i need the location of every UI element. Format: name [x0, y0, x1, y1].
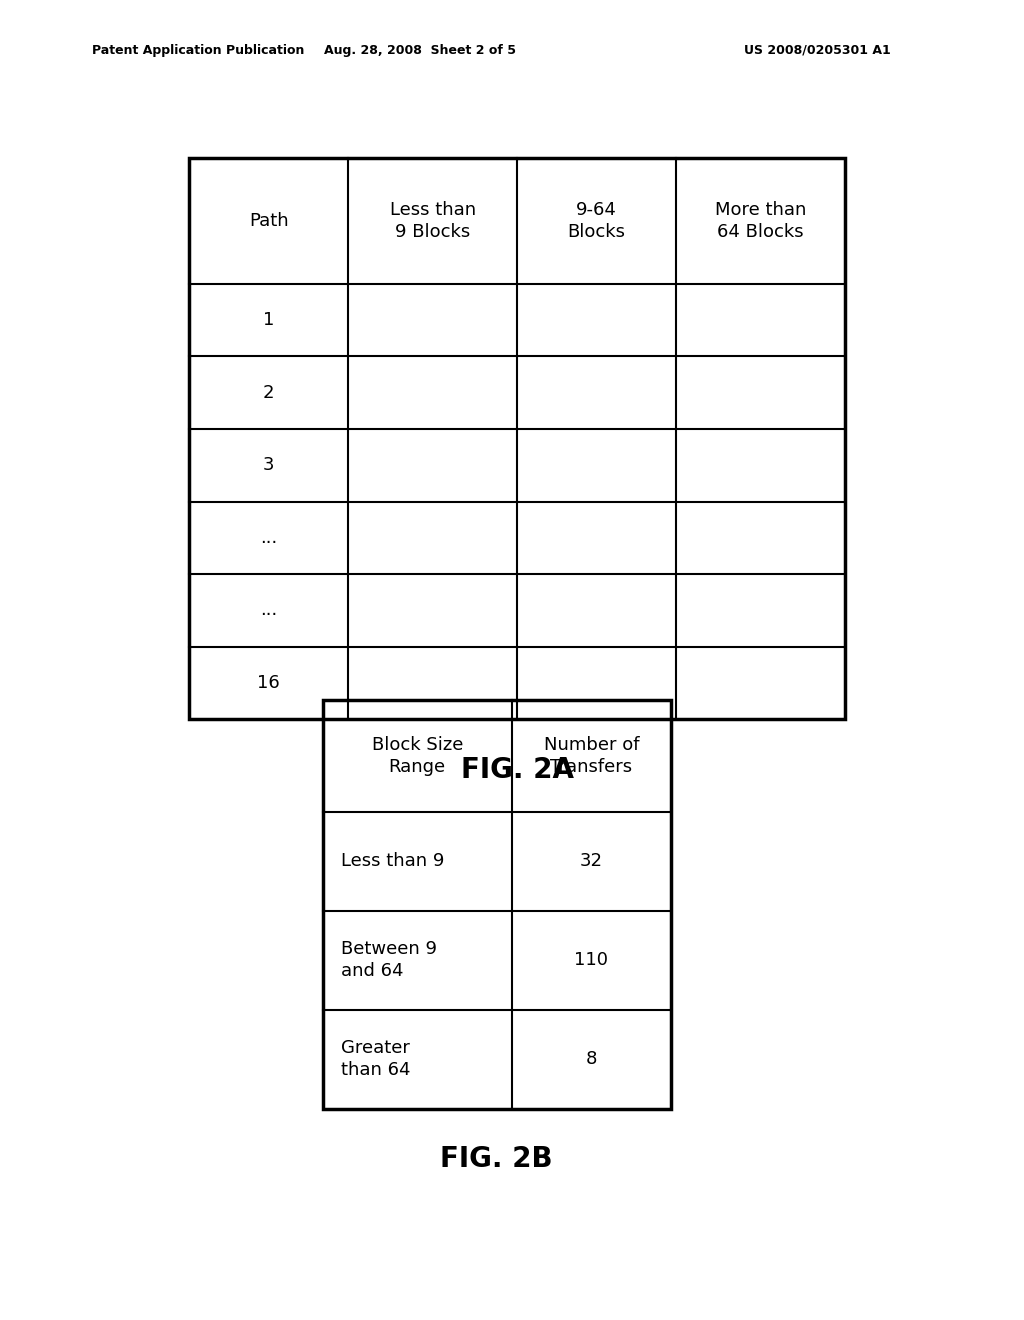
Bar — [189, 158, 845, 719]
Text: Block Size
Range: Block Size Range — [372, 735, 463, 776]
Text: ...: ... — [260, 602, 278, 619]
Text: 110: 110 — [574, 952, 608, 969]
Text: US 2008/0205301 A1: US 2008/0205301 A1 — [744, 44, 891, 57]
Text: 2: 2 — [263, 384, 274, 401]
Text: Number of
Transfers: Number of Transfers — [544, 735, 639, 776]
Text: FIG. 2B: FIG. 2B — [440, 1144, 553, 1173]
Text: More than
64 Blocks: More than 64 Blocks — [715, 201, 806, 242]
Text: Patent Application Publication: Patent Application Publication — [92, 44, 304, 57]
Text: Aug. 28, 2008  Sheet 2 of 5: Aug. 28, 2008 Sheet 2 of 5 — [324, 44, 516, 57]
Text: Less than 9: Less than 9 — [341, 853, 444, 870]
Text: Path: Path — [249, 213, 289, 230]
Text: 16: 16 — [257, 675, 281, 692]
Text: ...: ... — [260, 529, 278, 546]
Text: 1: 1 — [263, 312, 274, 329]
Text: FIG. 2A: FIG. 2A — [461, 755, 573, 784]
Bar — [323, 700, 671, 1109]
Text: 9-64
Blocks: 9-64 Blocks — [567, 201, 626, 242]
Text: 8: 8 — [586, 1051, 597, 1068]
Text: 3: 3 — [263, 457, 274, 474]
Text: Greater
than 64: Greater than 64 — [341, 1039, 411, 1080]
Text: Less than
9 Blocks: Less than 9 Blocks — [389, 201, 476, 242]
Text: Between 9
and 64: Between 9 and 64 — [341, 940, 437, 981]
Text: 32: 32 — [580, 853, 603, 870]
